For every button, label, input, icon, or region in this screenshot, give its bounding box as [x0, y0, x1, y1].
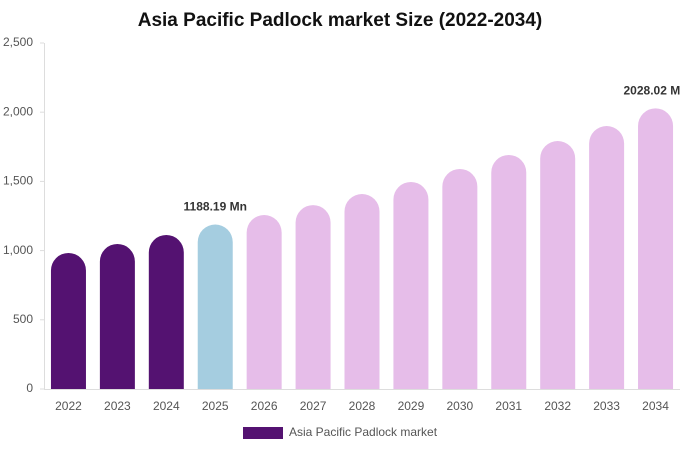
x-tick-label: 2022 — [55, 399, 82, 413]
legend-label: Asia Pacific Padlock market — [289, 425, 438, 439]
x-tick-label: 2026 — [251, 399, 278, 413]
bar — [148, 234, 184, 389]
bar — [540, 140, 576, 389]
bar — [50, 252, 86, 389]
x-tick-label: 2025 — [202, 399, 229, 413]
x-tick-label: 2029 — [398, 399, 425, 413]
y-tick-label: 2,500 — [3, 35, 33, 49]
x-tick-label: 2024 — [153, 399, 180, 413]
x-tick-label: 2028 — [349, 399, 376, 413]
bar — [442, 168, 478, 389]
x-tick-label: 2034 — [642, 399, 669, 413]
bar — [197, 224, 233, 389]
bar — [99, 243, 135, 389]
value-label: 1188.19 Mn — [184, 200, 247, 214]
chart-title: Asia Pacific Padlock market Size (2022-2… — [138, 10, 543, 31]
x-tick-label: 2030 — [446, 399, 473, 413]
y-tick-label: 2,000 — [3, 104, 33, 118]
x-tick-label: 2033 — [593, 399, 620, 413]
x-tick-label: 2023 — [104, 399, 131, 413]
y-tick-label: 1,000 — [3, 243, 33, 257]
x-tick-label: 2032 — [544, 399, 571, 413]
bar — [246, 215, 282, 389]
legend-swatch — [243, 427, 283, 439]
bar — [589, 126, 625, 389]
bar — [491, 154, 527, 389]
x-tick-label: 2027 — [300, 399, 327, 413]
bar — [344, 193, 380, 389]
bar — [295, 205, 331, 389]
value-label: 2028.02 Mn — [624, 83, 680, 97]
y-tick-label: 1,500 — [3, 174, 33, 188]
x-tick-label: 2031 — [495, 399, 522, 413]
y-tick-label: 0 — [26, 381, 33, 395]
bar — [638, 108, 674, 390]
y-tick-label: 500 — [13, 312, 33, 326]
bar — [393, 181, 429, 389]
